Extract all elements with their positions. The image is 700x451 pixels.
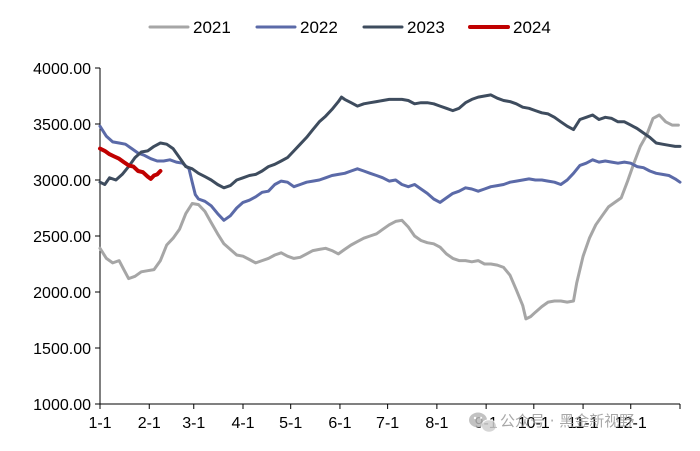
legend-label: 2022 bbox=[300, 18, 338, 37]
series-line-2024 bbox=[98, 146, 163, 181]
x-tick-label: 3-1 bbox=[182, 415, 205, 432]
watermark: 公众号 · 黑金新视野 bbox=[469, 412, 634, 433]
series-line-2022 bbox=[98, 124, 682, 222]
x-tick-label: 10-1 bbox=[518, 415, 550, 432]
x-tick-label: 7-1 bbox=[376, 415, 399, 432]
series-line-2021 bbox=[98, 113, 680, 321]
legend-item-2024: 2024 bbox=[468, 18, 551, 37]
y-axis: 1000.00 1500.00 2000.00 2500.00 3000.00 3500.… bbox=[33, 61, 101, 414]
legend-label: 2023 bbox=[407, 18, 445, 37]
y-tick-label: 2500.00 bbox=[33, 229, 91, 246]
watermark-text: 公众号 · 黑金新视野 bbox=[500, 412, 634, 430]
x-tick-label: 1-1 bbox=[88, 415, 111, 432]
series-group bbox=[98, 93, 682, 321]
wechat-icon bbox=[469, 412, 497, 433]
x-tick-label: 4-1 bbox=[231, 415, 254, 432]
legend-label: 2021 bbox=[193, 18, 231, 37]
y-tick-label: 3000.00 bbox=[33, 173, 91, 190]
y-tick-label: 1500.00 bbox=[33, 341, 91, 358]
x-tick-label: 8-1 bbox=[425, 415, 448, 432]
legend: 2021 2022 2023 2024 bbox=[148, 18, 551, 37]
legend-label: 2024 bbox=[513, 18, 551, 37]
y-tick-label: 2000.00 bbox=[33, 285, 91, 302]
series-line-2023 bbox=[98, 93, 682, 190]
y-tick-label: 1000.00 bbox=[33, 397, 91, 414]
x-tick-label: 12-1 bbox=[615, 415, 647, 432]
x-tick-label: 6-1 bbox=[328, 415, 351, 432]
x-tick-label: 2-1 bbox=[138, 415, 161, 432]
x-tick-label: 5-1 bbox=[279, 415, 302, 432]
legend-item-2022: 2022 bbox=[255, 18, 338, 37]
x-axis: 1-12-13-14-15-16-17-18-19-110-111-112-1 bbox=[88, 403, 681, 432]
y-tick-label: 4000.00 bbox=[33, 61, 91, 78]
x-tick-label: 11-1 bbox=[568, 415, 599, 432]
legend-item-2023: 2023 bbox=[362, 18, 445, 37]
y-tick-label: 3500.00 bbox=[33, 117, 91, 134]
legend-item-2021: 2021 bbox=[148, 18, 231, 37]
